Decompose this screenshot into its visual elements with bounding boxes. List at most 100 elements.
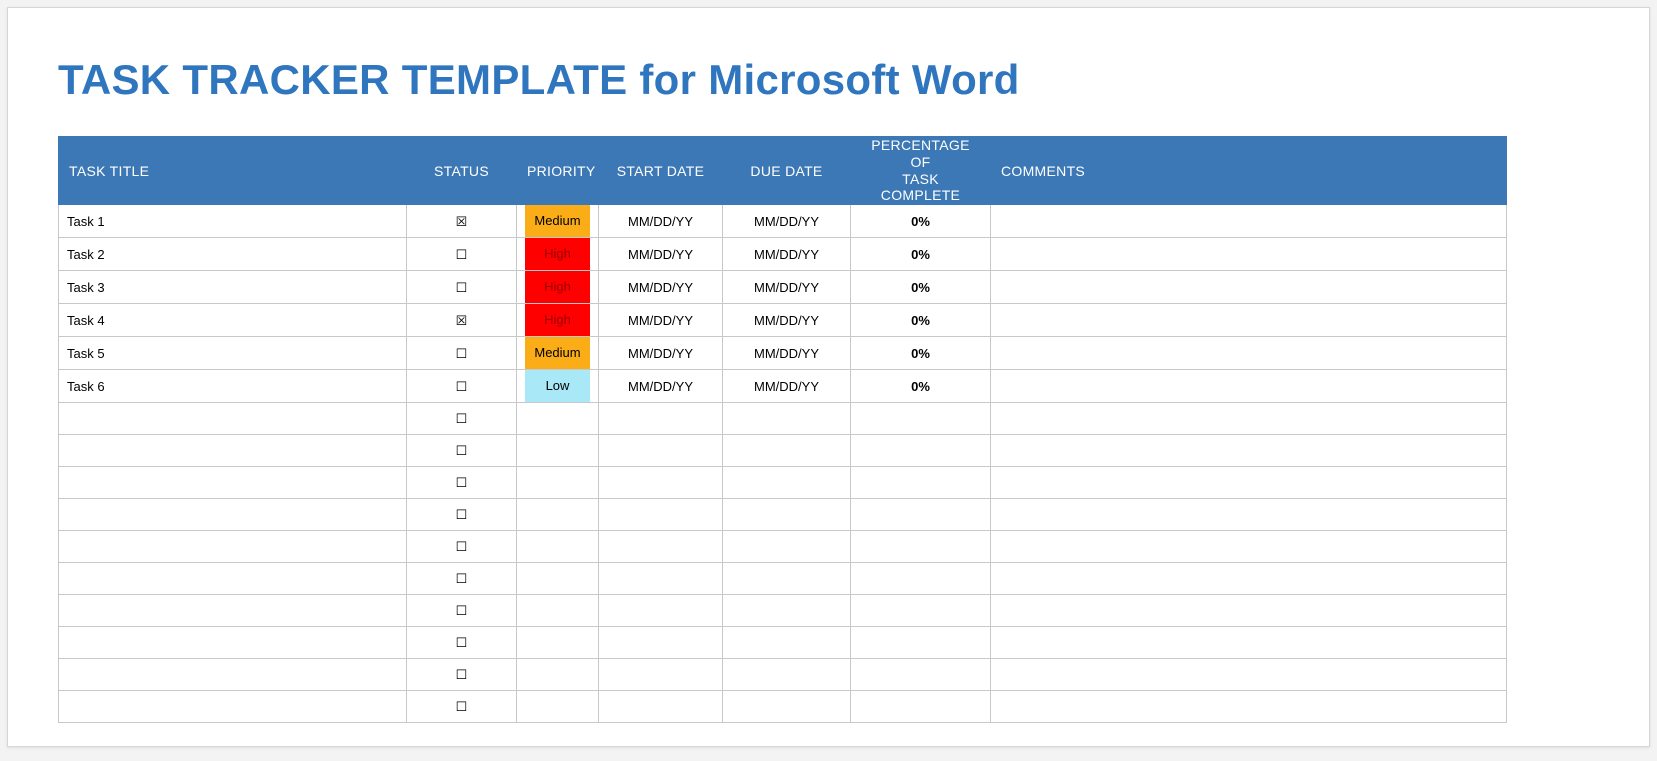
pct-complete-cell[interactable] [851,627,991,659]
status-cell[interactable]: ☒ [407,304,517,337]
pct-complete-cell[interactable] [851,467,991,499]
status-cell[interactable]: ☐ [407,271,517,304]
due-date-cell[interactable] [723,627,851,659]
status-cell[interactable]: ☒ [407,205,517,238]
due-date-cell[interactable] [723,467,851,499]
comments-cell[interactable] [991,238,1507,271]
priority-cell[interactable] [517,499,599,531]
start-date-cell[interactable]: MM/DD/YY [599,205,723,238]
start-date-cell[interactable] [599,531,723,563]
comments-cell[interactable] [991,435,1507,467]
status-cell[interactable]: ☐ [407,659,517,691]
status-cell[interactable]: ☐ [407,531,517,563]
checkbox-unchecked-icon[interactable]: ☐ [456,346,468,361]
start-date-cell[interactable]: MM/DD/YY [599,238,723,271]
start-date-cell[interactable]: MM/DD/YY [599,304,723,337]
checkbox-unchecked-icon[interactable]: ☐ [456,603,468,618]
due-date-cell[interactable] [723,691,851,723]
checkbox-unchecked-icon[interactable]: ☐ [456,475,468,490]
task-title-cell[interactable]: Task 5 [59,337,407,370]
due-date-cell[interactable]: MM/DD/YY [723,238,851,271]
comments-cell[interactable] [991,531,1507,563]
pct-complete-cell[interactable] [851,659,991,691]
task-title-cell[interactable]: Task 4 [59,304,407,337]
checkbox-unchecked-icon[interactable]: ☐ [456,699,468,714]
start-date-cell[interactable]: MM/DD/YY [599,337,723,370]
priority-cell[interactable] [517,659,599,691]
comments-cell[interactable] [991,403,1507,435]
due-date-cell[interactable] [723,595,851,627]
checkbox-unchecked-icon[interactable]: ☐ [456,507,468,522]
due-date-cell[interactable]: MM/DD/YY [723,271,851,304]
priority-cell[interactable] [517,691,599,723]
priority-cell[interactable] [517,403,599,435]
checkbox-checked-icon[interactable]: ☒ [456,214,468,229]
pct-complete-cell[interactable] [851,499,991,531]
priority-cell[interactable]: Medium [517,205,599,238]
status-cell[interactable]: ☐ [407,467,517,499]
status-cell[interactable]: ☐ [407,627,517,659]
comments-cell[interactable] [991,595,1507,627]
start-date-cell[interactable] [599,435,723,467]
priority-cell[interactable]: Low [517,370,599,403]
pct-complete-cell[interactable]: 0% [851,370,991,403]
status-cell[interactable]: ☐ [407,403,517,435]
comments-cell[interactable] [991,337,1507,370]
status-cell[interactable]: ☐ [407,370,517,403]
pct-complete-cell[interactable] [851,403,991,435]
start-date-cell[interactable] [599,627,723,659]
pct-complete-cell[interactable]: 0% [851,304,991,337]
pct-complete-cell[interactable]: 0% [851,205,991,238]
status-cell[interactable]: ☐ [407,563,517,595]
due-date-cell[interactable] [723,563,851,595]
comments-cell[interactable] [991,271,1507,304]
checkbox-unchecked-icon[interactable]: ☐ [456,667,468,682]
checkbox-unchecked-icon[interactable]: ☐ [456,247,468,262]
comments-cell[interactable] [991,467,1507,499]
priority-cell[interactable] [517,627,599,659]
due-date-cell[interactable] [723,531,851,563]
comments-cell[interactable] [991,304,1507,337]
task-title-cell[interactable] [59,403,407,435]
due-date-cell[interactable]: MM/DD/YY [723,304,851,337]
due-date-cell[interactable]: MM/DD/YY [723,370,851,403]
comments-cell[interactable] [991,563,1507,595]
status-cell[interactable]: ☐ [407,595,517,627]
status-cell[interactable]: ☐ [407,337,517,370]
task-title-cell[interactable] [59,563,407,595]
pct-complete-cell[interactable] [851,435,991,467]
checkbox-unchecked-icon[interactable]: ☐ [456,443,468,458]
task-title-cell[interactable] [59,467,407,499]
task-title-cell[interactable]: Task 3 [59,271,407,304]
start-date-cell[interactable] [599,691,723,723]
start-date-cell[interactable]: MM/DD/YY [599,271,723,304]
priority-cell[interactable]: Medium [517,337,599,370]
task-title-cell[interactable]: Task 2 [59,238,407,271]
pct-complete-cell[interactable] [851,563,991,595]
due-date-cell[interactable] [723,499,851,531]
priority-cell[interactable] [517,531,599,563]
task-title-cell[interactable]: Task 6 [59,370,407,403]
checkbox-unchecked-icon[interactable]: ☐ [456,571,468,586]
task-title-cell[interactable] [59,627,407,659]
priority-cell[interactable]: High [517,238,599,271]
comments-cell[interactable] [991,499,1507,531]
checkbox-unchecked-icon[interactable]: ☐ [456,280,468,295]
priority-cell[interactable]: High [517,271,599,304]
start-date-cell[interactable] [599,499,723,531]
checkbox-unchecked-icon[interactable]: ☐ [456,539,468,554]
due-date-cell[interactable] [723,435,851,467]
start-date-cell[interactable] [599,595,723,627]
task-title-cell[interactable] [59,691,407,723]
priority-cell[interactable] [517,563,599,595]
due-date-cell[interactable]: MM/DD/YY [723,337,851,370]
task-title-cell[interactable] [59,435,407,467]
comments-cell[interactable] [991,370,1507,403]
comments-cell[interactable] [991,691,1507,723]
due-date-cell[interactable]: MM/DD/YY [723,205,851,238]
pct-complete-cell[interactable] [851,691,991,723]
comments-cell[interactable] [991,659,1507,691]
pct-complete-cell[interactable] [851,531,991,563]
status-cell[interactable]: ☐ [407,499,517,531]
start-date-cell[interactable]: MM/DD/YY [599,370,723,403]
